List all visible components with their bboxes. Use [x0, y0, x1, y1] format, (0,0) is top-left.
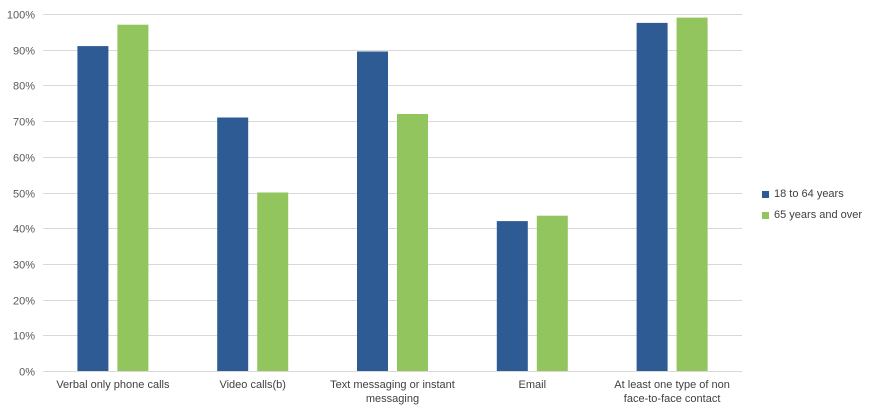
bar-65-and-over	[117, 24, 149, 371]
legend: 18 to 64 years 65 years and over	[762, 187, 862, 229]
legend-label-65-and-over: 65 years and over	[774, 209, 863, 221]
bar-18-to-64	[496, 221, 528, 371]
legend-item-18-to-64: 18 to 64 years	[762, 187, 862, 201]
x-category-label: At least one type of non face-to-face con…	[614, 379, 730, 405]
legend-label-18-to-64: 18 to 64 years	[774, 188, 844, 200]
y-tick-label: 10%	[13, 331, 35, 343]
bar-18-to-64	[357, 51, 388, 371]
bar-18-to-64	[636, 22, 668, 372]
bar-65-and-over	[257, 192, 289, 371]
y-tick-label: 0%	[19, 367, 35, 379]
bar-65-and-over	[676, 17, 708, 371]
x-category-label: Verbal only phone calls	[56, 379, 170, 391]
y-tick-label: 80%	[13, 81, 35, 93]
legend-swatch-18-to-64	[762, 190, 769, 198]
legend-item-65-and-over: 65 years and over	[762, 208, 862, 222]
bar-18-to-64	[77, 46, 109, 371]
y-tick-label: 90%	[13, 46, 35, 58]
x-axis-category-labels: Verbal only phone calls Video calls(b) Tex…	[56, 379, 730, 405]
y-tick-label: 70%	[13, 117, 35, 129]
y-axis-tick-labels: 0% 10% 20% 30% 40% 50% 60% 70% 80% 90% 100%	[7, 10, 35, 379]
x-category-label: Text messaging or instant messaging	[330, 379, 455, 405]
y-tick-label: 100%	[7, 10, 35, 22]
y-tick-label: 60%	[13, 153, 35, 165]
bar-18-to-64	[217, 117, 249, 371]
y-tick-label: 40%	[13, 224, 35, 236]
gridlines	[43, 14, 742, 336]
x-category-label: Email	[519, 379, 547, 391]
y-tick-label: 50%	[13, 189, 35, 201]
bar-65-and-over	[536, 215, 568, 371]
legend-swatch-65-and-over	[762, 211, 769, 219]
y-tick-label: 30%	[13, 260, 35, 272]
bars	[77, 17, 708, 372]
x-category-label: Video calls(b)	[219, 379, 285, 391]
y-tick-label: 20%	[13, 296, 35, 308]
bar-65-and-over	[397, 114, 428, 371]
